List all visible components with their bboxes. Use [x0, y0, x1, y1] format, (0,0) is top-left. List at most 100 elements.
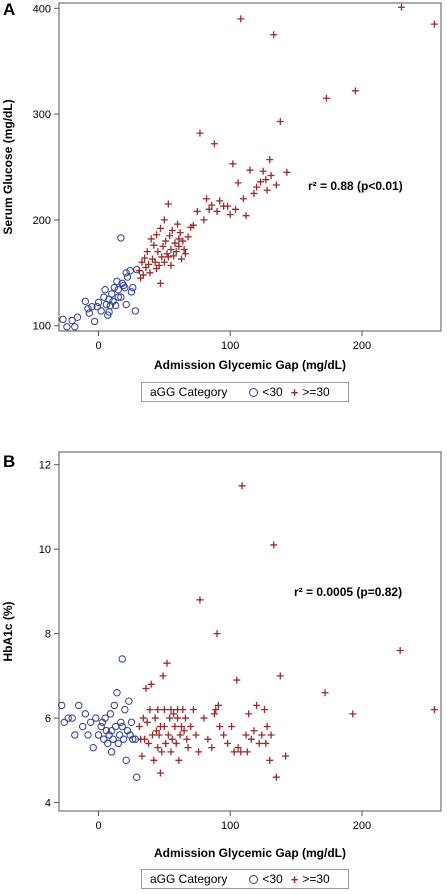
data-point-lt30: [104, 739, 112, 748]
data-point-lt30: [107, 727, 116, 735]
plot-frame: [58, 2, 442, 332]
data-point-ge30: [163, 250, 171, 258]
data-point-ge30: [175, 756, 183, 764]
data-point-ge30: [176, 229, 184, 237]
data-point-lt30: [85, 309, 93, 317]
data-point-lt30: [125, 697, 133, 705]
y-tick-label: 10: [39, 544, 51, 556]
y-axis-label: Serum Glucose (mg/dL): [1, 99, 15, 234]
data-point-lt30: [123, 273, 132, 281]
data-point-lt30: [94, 298, 103, 307]
data-point-ge30: [214, 701, 222, 709]
data-point-ge30: [192, 731, 200, 739]
data-point-ge30: [181, 250, 189, 258]
data-point-ge30: [257, 178, 265, 186]
data-point-ge30: [272, 181, 280, 189]
data-point-ge30: [154, 248, 162, 256]
data-point-ge30: [141, 735, 149, 743]
data-point-ge30: [181, 714, 189, 722]
data-point-lt30: [73, 313, 82, 321]
data-point-ge30: [158, 748, 166, 756]
data-point-ge30: [247, 735, 255, 743]
data-point-lt30: [114, 293, 122, 301]
data-point-lt30: [127, 288, 136, 296]
data-point-lt30: [71, 323, 79, 331]
data-point-ge30: [159, 672, 167, 680]
data-point-ge30: [174, 714, 182, 722]
data-point-ge30: [216, 197, 224, 205]
data-point-ge30: [213, 630, 221, 638]
data-point-ge30: [175, 242, 183, 250]
data-point-ge30: [155, 731, 163, 739]
data-point-ge30: [179, 706, 187, 714]
y-axis-label: HbA1c (%): [1, 601, 15, 661]
data-point-ge30: [147, 235, 155, 243]
data-point-ge30: [184, 233, 192, 241]
data-point-ge30: [234, 179, 242, 187]
data-point-ge30: [262, 176, 270, 184]
data-point-ge30: [168, 735, 176, 743]
data-point-ge30: [272, 773, 280, 781]
data-point-ge30: [276, 118, 284, 126]
x-tick-label: 100: [221, 820, 239, 832]
plot-frame: [58, 451, 442, 812]
data-point-ge30: [146, 706, 154, 714]
data-point-lt30: [75, 701, 83, 710]
data-point-ge30: [266, 756, 274, 764]
data-point-ge30: [200, 714, 208, 722]
data-point-ge30: [178, 723, 186, 731]
data-point-ge30: [213, 207, 221, 215]
data-point-ge30: [142, 685, 150, 693]
data-point-ge30: [167, 246, 175, 254]
y-tick-label: 100: [33, 321, 51, 333]
plus-icon: +: [290, 871, 299, 887]
data-point-ge30: [321, 689, 329, 697]
data-point-ge30: [158, 253, 166, 261]
data-point-ge30: [183, 735, 191, 743]
data-point-ge30: [154, 744, 162, 752]
legend-a: aGG Category <30 + >=30: [141, 382, 349, 402]
data-point-lt30: [92, 714, 100, 722]
data-point-ge30: [167, 261, 175, 269]
data-point-ge30: [242, 731, 250, 739]
data-point-ge30: [160, 723, 168, 731]
data-point-ge30: [232, 205, 240, 213]
data-point-lt30: [110, 283, 119, 292]
data-point-lt30: [97, 722, 105, 731]
data-point-ge30: [220, 731, 228, 739]
data-point-ge30: [266, 156, 274, 164]
data-point-ge30: [171, 239, 179, 247]
data-point-ge30: [255, 739, 263, 747]
correlation-annotation: r² = 0.88 (p<0.01): [308, 179, 403, 193]
data-point-lt30: [129, 283, 137, 292]
data-point-ge30: [138, 752, 146, 760]
data-point-lt30: [113, 689, 121, 697]
data-point-ge30: [262, 739, 270, 747]
data-point-ge30: [270, 31, 278, 39]
x-axis-label: Admission Glycemic Gap (mg/dL): [154, 358, 346, 372]
data-point-ge30: [175, 235, 183, 243]
data-point-lt30: [106, 710, 115, 718]
data-point-ge30: [263, 723, 271, 731]
data-point-ge30: [160, 216, 168, 224]
data-point-ge30: [159, 242, 167, 250]
data-point-ge30: [156, 279, 164, 287]
data-point-lt30: [71, 731, 79, 739]
data-point-ge30: [138, 258, 146, 266]
data-point-lt30: [68, 714, 76, 722]
data-point-ge30: [210, 140, 218, 148]
data-point-lt30: [84, 731, 92, 739]
data-point-lt30: [59, 315, 67, 324]
data-point-lt30: [93, 302, 101, 311]
data-point-ge30: [150, 756, 158, 764]
data-point-ge30: [189, 706, 197, 714]
data-point-ge30: [208, 744, 216, 752]
data-point-ge30: [135, 723, 143, 731]
panel-letter-b: B: [3, 452, 16, 471]
data-point-lt30: [90, 317, 99, 326]
x-tick-label: 200: [353, 340, 371, 352]
data-point-ge30: [250, 189, 258, 197]
data-point-lt30: [119, 735, 128, 743]
data-point-ge30: [156, 224, 164, 232]
